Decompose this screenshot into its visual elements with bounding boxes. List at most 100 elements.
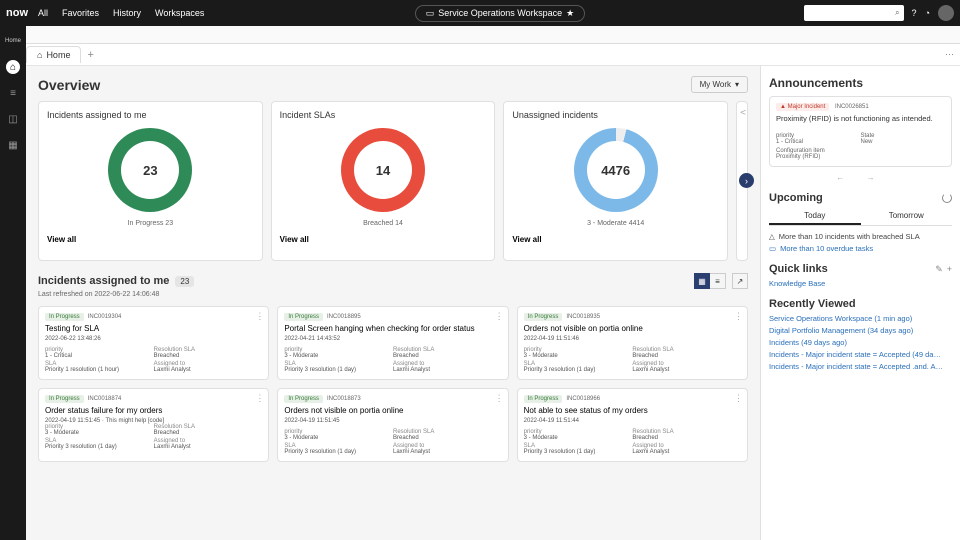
incident-timestamp: 2022-04-19 11:51:45 · This might help [c… <box>45 418 262 450</box>
last-refreshed: Last refreshed on 2022-06-22 14:06:48 <box>38 291 748 298</box>
breadcrumb-row <box>0 26 960 44</box>
card-title: Incidents assigned to me <box>47 110 254 120</box>
add-tab-button[interactable]: + <box>87 49 93 61</box>
tab-bar: ⌂ Home + ⋯ <box>0 44 960 66</box>
mywork-dropdown[interactable]: My Work ▾ <box>691 76 748 93</box>
tab-today[interactable]: Today <box>769 208 861 225</box>
view-all-link[interactable]: View all <box>47 235 254 244</box>
donut-sub: In Progress 23 <box>47 220 254 227</box>
incident-timestamp: 2022-04-21 14:43:52 <box>284 336 501 342</box>
recent-item[interactable]: Digital Portfolio Management (34 days ag… <box>769 326 952 335</box>
status-pill: In Progress <box>45 395 84 403</box>
upcoming-item[interactable]: ▭More than 10 overdue tasks <box>769 244 952 253</box>
card-title: Unassigned incidents <box>512 110 719 120</box>
add-icon[interactable]: + <box>947 264 952 274</box>
donut-sub: Breached 14 <box>280 220 487 227</box>
view-list-button[interactable]: ≡ <box>710 273 726 289</box>
recent-item[interactable]: Incidents - Major incident state = Accep… <box>769 362 952 371</box>
incident-card[interactable]: ⋮ In ProgressINC0018874 Order status fai… <box>38 388 269 462</box>
tab-home-label: Home <box>46 50 70 60</box>
nav-favorites[interactable]: Favorites <box>62 8 99 18</box>
card-menu-icon[interactable]: ⋮ <box>255 311 264 322</box>
card-menu-icon[interactable]: ⋮ <box>255 393 264 404</box>
rail-inbox-icon[interactable]: ◫ <box>6 112 20 126</box>
view-grid-button[interactable]: ▦ <box>694 273 710 289</box>
recent-item[interactable]: Incidents (49 days ago) <box>769 338 952 347</box>
tab-home[interactable]: ⌂ Home <box>26 46 81 63</box>
refresh-icon[interactable] <box>942 193 952 203</box>
rail-home-icon[interactable]: ⌂ <box>6 60 20 74</box>
scroll-right-button[interactable]: › <box>739 173 754 188</box>
workspace-pill[interactable]: ▭ Service Operations Workspace ★ <box>415 5 585 22</box>
incident-id: INC0018895 <box>327 314 361 320</box>
quicklink-item[interactable]: Knowledge Base <box>769 279 952 288</box>
card-menu-icon[interactable]: ⋮ <box>734 311 743 322</box>
incident-timestamp: 2022-04-19 11:51:46 <box>524 336 741 342</box>
ann-ci-value: Proximity (RFID) <box>776 154 945 160</box>
quicklinks-title: Quick links <box>769 263 828 275</box>
edit-icon[interactable]: ✎ <box>935 264 943 275</box>
view-all-link[interactable]: View all <box>280 235 487 244</box>
announcements-title: Announcements <box>769 76 952 90</box>
view-all-link[interactable]: View all <box>512 235 719 244</box>
incident-title: Orders not visible on portia online <box>284 406 501 415</box>
star-icon[interactable]: ★ <box>566 8 574 19</box>
tab-tomorrow[interactable]: Tomorrow <box>861 208 953 225</box>
upcoming-item[interactable]: △More than 10 incidents with breached SL… <box>769 232 952 241</box>
ann-state-value: New <box>861 139 946 145</box>
status-pill: In Progress <box>284 313 323 321</box>
recent-item[interactable]: Incidents - Major incident state = Accep… <box>769 350 952 359</box>
card-menu-icon[interactable]: ⋮ <box>495 311 504 322</box>
card-menu-icon[interactable]: ⋮ <box>734 393 743 404</box>
incident-card[interactable]: ⋮ In ProgressINC0018966 Not able to see … <box>517 388 748 462</box>
top-icons: ? ◔ <box>912 5 954 21</box>
incident-card[interactable]: ⋮ In Progress INC0018895 Portal Screen ha… <box>277 306 508 380</box>
overview-title: Overview <box>38 77 100 93</box>
overview-card[interactable]: Incident SLAs 14 Breached 14 View all <box>271 101 496 261</box>
card-menu-icon[interactable]: ⋮ <box>495 393 504 404</box>
incident-card[interactable]: ⋮ In Progress INC0018873 Orders not visib… <box>277 388 508 462</box>
nav-workspaces[interactable]: Workspaces <box>155 8 204 18</box>
popout-button[interactable]: ↗ <box>732 273 748 289</box>
announcement-card[interactable]: ▲ Major Incident INC0026851 Proximity (R… <box>769 96 952 167</box>
incident-timestamp: 2022-04-19 11:51:45 <box>284 418 501 424</box>
donut-sub: 3 - Moderate 4414 <box>512 220 719 227</box>
overview-card[interactable]: Incidents assigned to me 23 In Progress … <box>38 101 263 261</box>
rail-label: Home <box>6 34 20 48</box>
incident-timestamp: 2022-06-22 13:48:26 <box>45 336 262 342</box>
search-input[interactable]: ⌕ <box>804 5 904 21</box>
tab-overflow-icon[interactable]: ⋯ <box>945 49 954 60</box>
recently-viewed-title: Recently Viewed <box>769 298 856 310</box>
nav-history[interactable]: History <box>113 8 141 18</box>
incident-title: Portal Screen hanging when checking for … <box>284 324 501 333</box>
incident-title: Testing for SLA <box>45 324 262 333</box>
logo[interactable]: now <box>6 7 28 19</box>
announcement-nav[interactable]: ← → <box>769 173 952 182</box>
incident-card[interactable]: ⋮ In ProgressINC0019304 Testing for SLA … <box>38 306 269 380</box>
nav-all[interactable]: All <box>38 8 48 18</box>
help-icon[interactable]: ? <box>912 8 917 18</box>
incident-timestamp: 2022-04-19 11:51:44 <box>524 418 741 424</box>
view-toggle: ▦ ≡ <box>694 273 726 289</box>
incident-card[interactable]: ⋮ In ProgressINC0018935 Orders not visib… <box>517 306 748 380</box>
workspace-title: Service Operations Workspace <box>438 8 562 18</box>
rail-list-icon[interactable]: ≡ <box>6 86 20 100</box>
announcement-text: Proximity (RFID) is not functioning as i… <box>776 114 945 123</box>
tab-home-icon: ⌂ <box>37 50 42 60</box>
assigned-title: Incidents assigned to me <box>38 275 169 287</box>
incident-title: Not able to see status of my orders <box>524 406 741 415</box>
upcoming-icon: ▭ <box>769 244 776 253</box>
major-incident-tag: ▲ Major Incident <box>776 103 829 111</box>
status-pill: In Progress <box>45 313 84 321</box>
incident-id: INC0019304 <box>88 314 122 320</box>
bell-icon[interactable]: ◔ <box>925 8 930 18</box>
card-title: Incident SLAs <box>280 110 487 120</box>
avatar[interactable] <box>938 5 954 21</box>
main-content: Overview My Work ▾ Incidents assigned to… <box>0 66 760 540</box>
overview-card[interactable]: Unassigned incidents 4476 3 - Moderate 4… <box>503 101 728 261</box>
recent-item[interactable]: Service Operations Workspace (1 min ago) <box>769 314 952 323</box>
incident-title: Orders not visible on portia online <box>524 324 741 333</box>
status-pill: In Progress <box>284 395 323 403</box>
rail-apps-icon[interactable]: ▦ <box>6 138 20 152</box>
incident-id: INC0018873 <box>327 396 361 402</box>
